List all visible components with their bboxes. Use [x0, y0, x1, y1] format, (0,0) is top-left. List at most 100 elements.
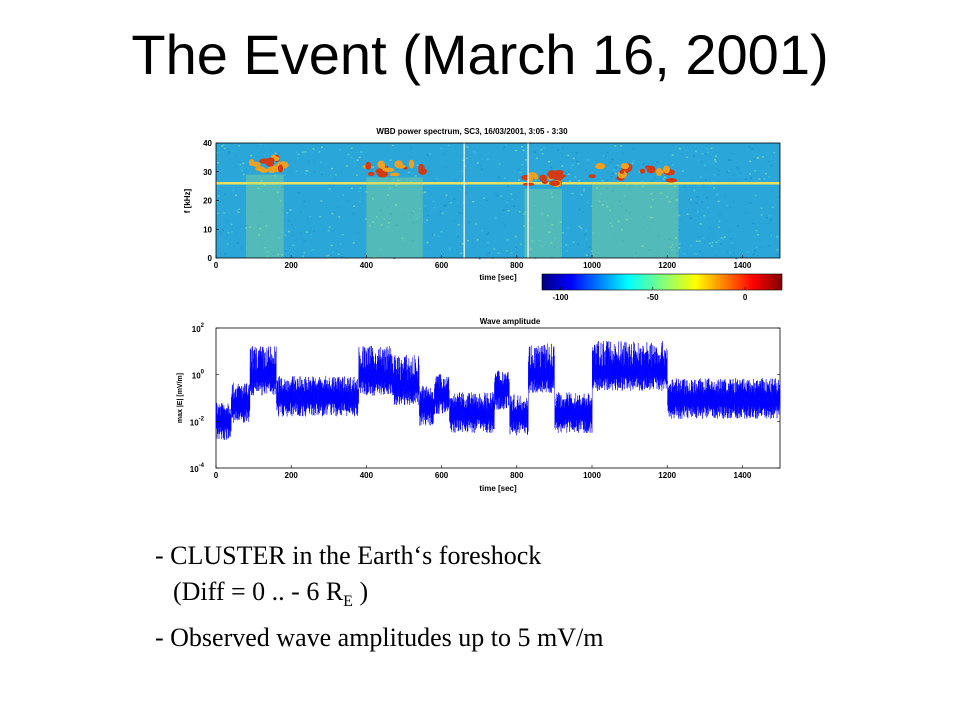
spectrogram-speckle — [429, 153, 432, 155]
spectrogram-speckle — [228, 151, 231, 153]
spectrogram-speckle — [473, 151, 476, 153]
spectrogram-speckle — [424, 221, 427, 224]
spectrogram-speckle — [459, 252, 462, 255]
amplitude-ytick-label: 100 — [192, 370, 205, 381]
spectrogram-peak-3 — [588, 174, 596, 179]
spectrogram-speckle — [521, 163, 524, 166]
spectrogram-peak-1 — [365, 161, 372, 170]
spectrogram-speckle — [565, 172, 568, 175]
spectrogram-speckle — [713, 174, 716, 176]
spectrogram-speckle — [245, 225, 248, 227]
spectrogram-speckle — [431, 235, 434, 237]
spectrogram-speckle — [679, 219, 682, 221]
spectrogram-speckle — [571, 192, 574, 195]
spectrogram-speckle — [726, 251, 729, 254]
spectrogram-speckle — [403, 196, 406, 199]
spectrogram-speckle — [578, 179, 581, 182]
spectrogram-speckle — [346, 199, 349, 202]
spectrogram-speckle — [284, 234, 287, 237]
spectrogram-speckle — [360, 151, 363, 153]
spectrogram-speckle — [396, 224, 399, 227]
spectrogram-speckle — [327, 254, 330, 257]
spectrogram-speckle — [580, 194, 583, 196]
spectrogram-speckle — [696, 236, 699, 238]
spectrogram-speckle — [402, 212, 405, 215]
spectrogram-speckle — [503, 146, 506, 148]
spectrogram-speckle — [426, 155, 429, 157]
spectrogram-speckle — [219, 253, 222, 255]
spectrogram-xtick-label: 400 — [360, 261, 374, 270]
spectrogram-speckle — [224, 253, 227, 255]
spectrogram-speckle — [502, 209, 505, 212]
spectrogram-speckle — [496, 193, 499, 196]
spectrogram-speckle — [577, 166, 580, 169]
spectrogram-speckle — [730, 159, 733, 162]
spectrogram-speckle — [259, 227, 262, 230]
spectrogram-speckle — [611, 158, 614, 161]
spectrogram-speckle — [748, 146, 751, 149]
spectrogram-ytick-label: 10 — [203, 225, 212, 234]
spectrogram-speckle — [387, 179, 390, 182]
separation-text: (Diff = 0 .. - 6 R — [173, 577, 344, 606]
spectrogram-speckle — [620, 205, 623, 207]
spectrogram-speckle — [732, 200, 735, 203]
spectrogram-speckle — [566, 190, 569, 192]
spectrogram-speckle — [601, 215, 604, 217]
spectrogram-speckle — [239, 161, 242, 163]
spectrogram-speckle — [760, 214, 763, 216]
spectrogram-speckle — [331, 212, 334, 215]
spectrogram-speckle — [283, 232, 286, 235]
spectrogram-speckle — [576, 160, 579, 163]
spectrogram-speckle — [222, 212, 225, 214]
spectrogram-speckle — [461, 187, 464, 189]
spectrogram-speckle — [724, 196, 727, 198]
amplitude-ytick-label: 102 — [192, 323, 205, 334]
spectrogram-speckle — [448, 248, 451, 251]
spectrogram-speckle — [777, 253, 780, 256]
spectrogram-speckle — [766, 222, 769, 225]
spectrogram-speckle — [236, 242, 239, 244]
spectrogram-speckle — [357, 190, 360, 193]
spectrogram-speckle — [457, 211, 460, 214]
spectrogram-speckle — [752, 253, 755, 256]
spectrogram-speckle — [427, 247, 430, 249]
spectrogram-speckle — [710, 147, 713, 150]
spectrogram-speckle — [383, 218, 386, 220]
slide-title: The Event (March 16, 2001) — [131, 23, 829, 86]
amplitude-axes: 0 200 400 600 800 1000 1200 1400 10-4 10-2 100 102 — [190, 323, 780, 480]
spectrogram-speckle — [746, 251, 749, 253]
spectrogram-speckle — [606, 205, 609, 208]
spectrogram-peak-2 — [527, 173, 533, 183]
spectrogram-speckle — [650, 193, 653, 195]
spectrogram-speckle — [719, 243, 722, 245]
spectrogram-speckle — [235, 155, 238, 157]
spectrogram-speckle — [687, 198, 690, 201]
spectrogram-speckle — [758, 176, 761, 178]
spectrogram-speckle — [414, 175, 417, 177]
spectrogram-speckle — [601, 179, 604, 182]
spectrogram-speckle — [519, 176, 522, 179]
spectrogram-speckle — [686, 213, 689, 216]
spectrogram-speckle — [745, 212, 748, 214]
spectrogram-speckle — [524, 159, 527, 161]
spectrogram-speckle — [736, 166, 739, 169]
spectrogram-speckle — [614, 172, 617, 175]
spectrogram-speckle — [445, 194, 448, 197]
spectrogram-peak-1 — [389, 172, 400, 177]
spectrogram-speckle — [326, 255, 329, 257]
spectrogram-speckle — [557, 149, 560, 151]
spectrogram-speckle — [764, 172, 767, 175]
spectrogram-speckle — [533, 205, 536, 207]
spectrogram-speckle — [568, 180, 571, 182]
spectrogram-speckle — [388, 187, 391, 189]
spectrogram-speckle — [292, 244, 295, 247]
spectrogram-speckle — [641, 245, 644, 247]
spectrogram-speckle — [403, 240, 406, 242]
spectrogram-peak-0 — [272, 165, 277, 170]
spectrogram-speckle — [433, 180, 436, 182]
spectrogram-speckle — [462, 159, 465, 162]
amplitude-xtick-label: 200 — [285, 471, 299, 480]
spectrogram-speckle — [310, 233, 313, 236]
spectrogram-speckle — [600, 199, 603, 201]
spectrogram-speckle — [614, 145, 617, 147]
